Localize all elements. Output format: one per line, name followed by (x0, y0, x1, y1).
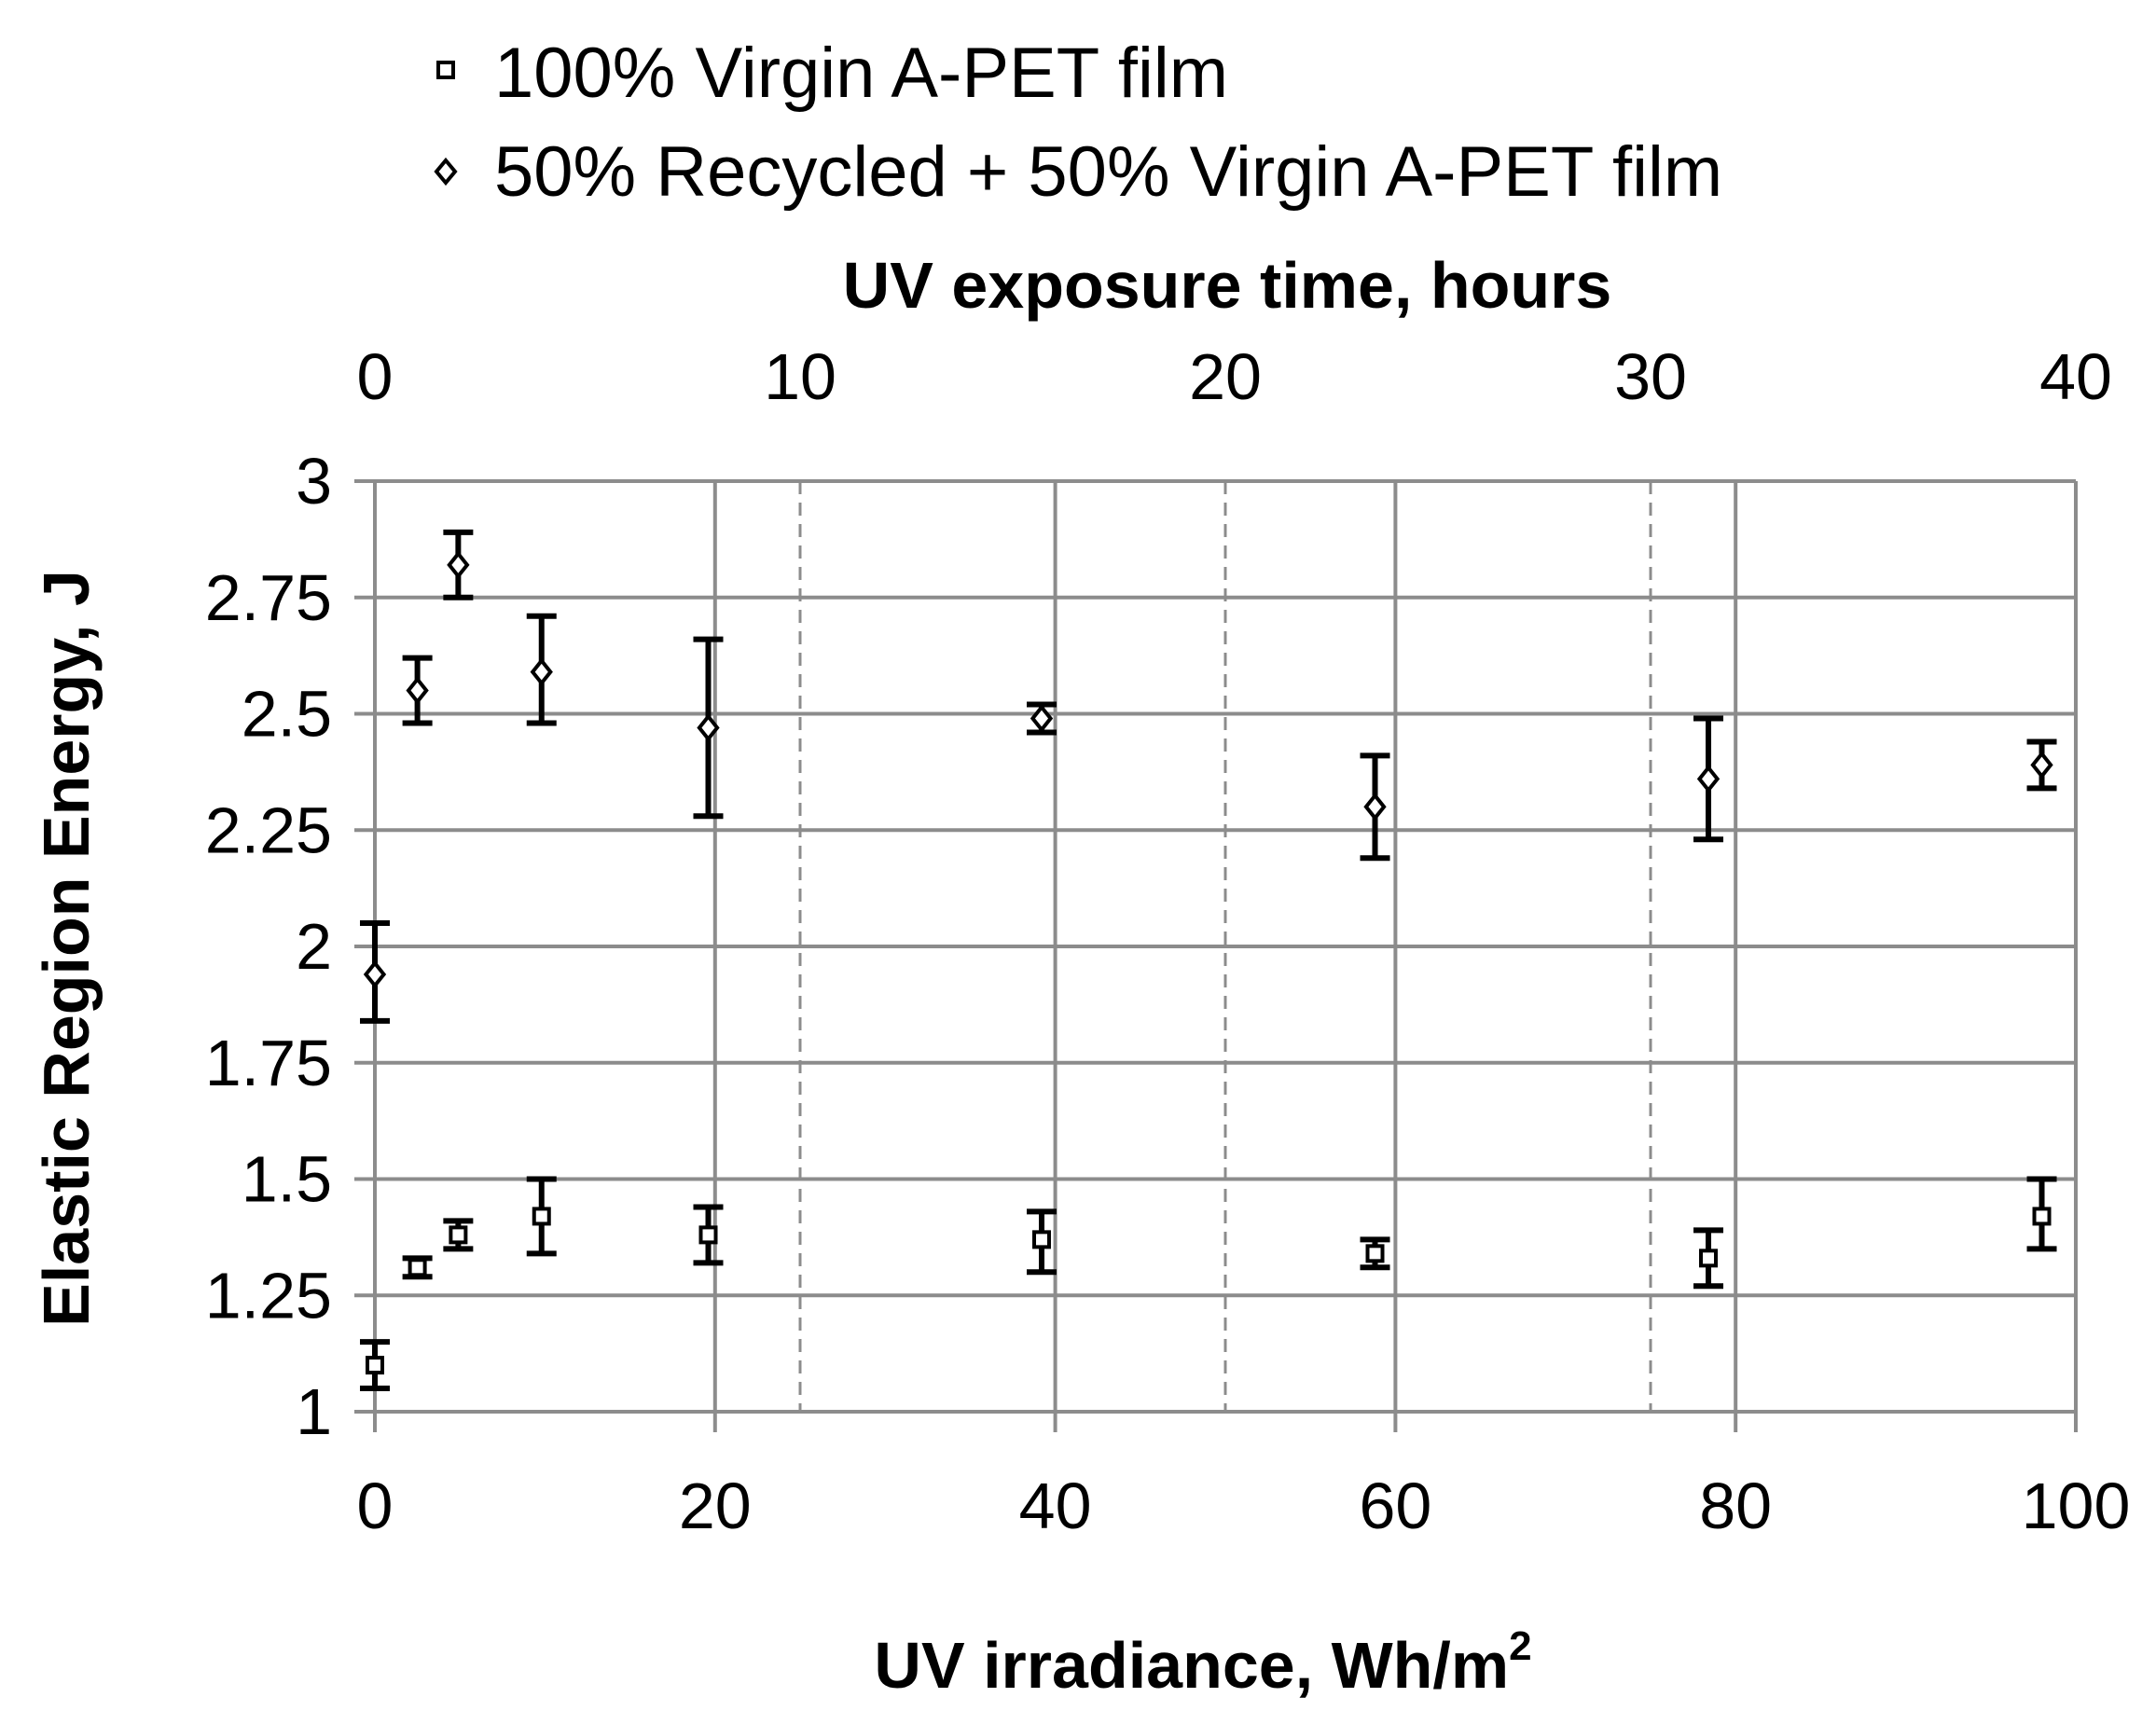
x-tick-label: 100 (2022, 1470, 2131, 1542)
data-point-square (1365, 1244, 1385, 1263)
y-tick-label: 1.5 (242, 1143, 332, 1216)
data-point-square (1032, 1230, 1052, 1249)
legend-square-marker (436, 61, 455, 79)
legend-label-recycled: 50% Recycled + 50% Virgin A-PET film (494, 132, 1722, 212)
x-axis-title: UV irradiance, Wh/m2 (874, 1623, 1531, 1702)
x2-tick-label: 40 (2039, 340, 2112, 413)
data-point-diamond (2030, 751, 2053, 780)
data-point-diamond (530, 657, 553, 686)
data-point-square (698, 1225, 718, 1245)
legend: 100% Virgin A-PET film 50% Recycled + 50… (434, 34, 1722, 212)
y-tick-label: 2.75 (205, 561, 332, 634)
y-axis-title: Elastic Region Energy, J (30, 570, 103, 1327)
y-tick-label: 1 (296, 1375, 332, 1448)
data-point-diamond (363, 959, 387, 989)
x2-axis-title: UV exposure time, hours (843, 249, 1612, 322)
x-tick-label: 20 (679, 1470, 752, 1542)
y-tick-label: 1.75 (205, 1027, 332, 1099)
data-point-square (2032, 1207, 2052, 1226)
x-tick-label: 60 (1359, 1470, 1431, 1542)
data-point-diamond (406, 676, 429, 705)
data-point-diamond (697, 713, 720, 742)
y-tick-label: 2 (296, 910, 332, 983)
legend-diamond-marker (434, 157, 458, 186)
x2-tick-label: 20 (1189, 340, 1262, 413)
y-tick-label: 3 (296, 445, 332, 518)
data-point-square (449, 1225, 468, 1245)
y-tick-label: 2.5 (242, 678, 332, 751)
y-tick-label: 1.25 (205, 1259, 332, 1332)
data-point-square (366, 1356, 384, 1375)
x-tick-label: 40 (1019, 1470, 1092, 1542)
data-markers (363, 550, 2053, 1375)
x2-tick-label: 10 (764, 340, 836, 413)
y-tick-label: 2.25 (205, 794, 332, 866)
data-point-square (408, 1258, 427, 1277)
legend-label-virgin: 100% Virgin A-PET film (494, 34, 1228, 113)
data-point-diamond (1363, 793, 1387, 821)
data-point-diamond (447, 550, 470, 580)
grid (354, 479, 2078, 1432)
error-bars (360, 529, 2057, 1392)
data-point-diamond (1030, 704, 1054, 733)
data-point-square (1699, 1249, 1719, 1268)
data-point-diamond (1696, 765, 1721, 794)
x-tick-label: 80 (1699, 1470, 1772, 1542)
x2-tick-label: 0 (357, 340, 394, 413)
x-tick-label: 0 (357, 1470, 394, 1542)
data-point-square (532, 1207, 551, 1226)
x2-tick-label: 30 (1614, 340, 1687, 413)
